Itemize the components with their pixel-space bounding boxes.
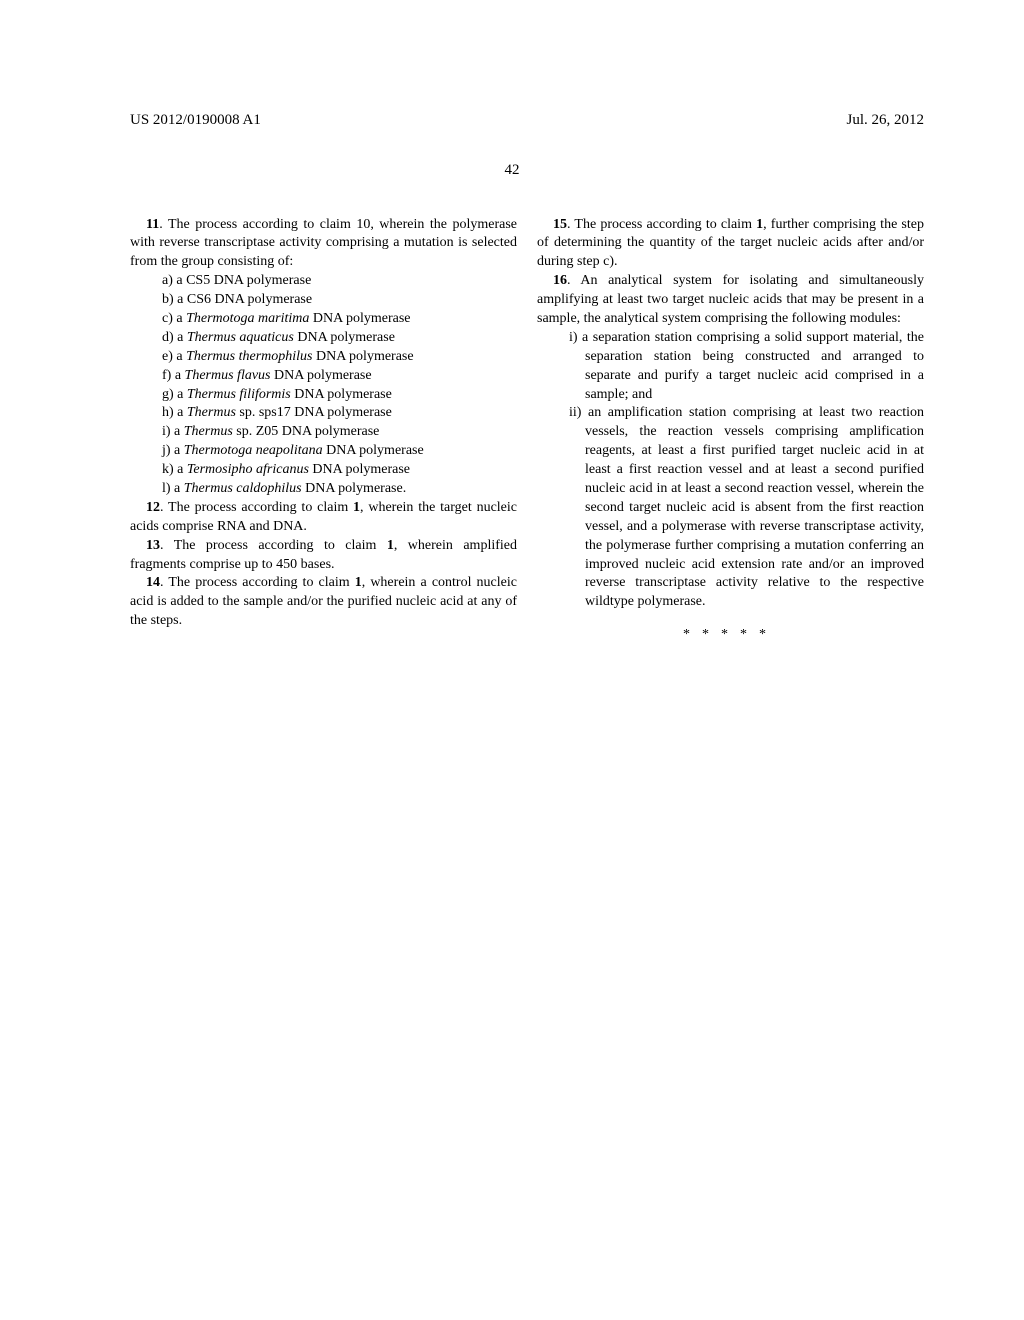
page-number: 42 [0, 160, 1024, 180]
claim-11-k: k) a Termosipho africanus DNA polymerase [130, 461, 517, 480]
content-area: 11. The process according to claim 10, w… [0, 181, 1024, 646]
doc-date: Jul. 26, 2012 [846, 110, 924, 130]
claim-11-b: b) a CS6 DNA polymerase [130, 291, 517, 310]
left-column: 11. The process according to claim 10, w… [130, 216, 517, 646]
claim-11-l: l) a Thermus caldophilus DNA polymerase. [130, 480, 517, 499]
claim-11-c: c) a Thermotoga maritima DNA polymerase [130, 310, 517, 329]
claim-11-d: d) a Thermus aquaticus DNA polymerase [130, 329, 517, 348]
claim-16-ii: ii) an amplification station comprising … [553, 404, 924, 612]
claim-11-a: a) a CS5 DNA polymerase [130, 272, 517, 291]
claim-14: 14. The process according to claim 1, wh… [130, 574, 517, 631]
claim-16: 16. An analytical system for isolating a… [537, 272, 924, 329]
claim-11-g: g) a Thermus filiformis DNA polymerase [130, 386, 517, 405]
end-stars: ***** [537, 626, 924, 645]
right-column: 15. The process according to claim 1, fu… [537, 216, 924, 646]
claim-13: 13. The process according to claim 1, wh… [130, 537, 517, 575]
claim-15: 15. The process according to claim 1, fu… [537, 216, 924, 273]
claim-11-h: h) a Thermus sp. sps17 DNA polymerase [130, 404, 517, 423]
claim-11-e: e) a Thermus thermophilus DNA polymerase [130, 348, 517, 367]
claim-16-i: i) a separation station comprising a sol… [553, 329, 924, 405]
claim-11-text: . The process according to claim 10, whe… [130, 217, 517, 270]
claim-11-j: j) a Thermotoga neapolitana DNA polymera… [130, 442, 517, 461]
claim-11: 11. The process according to claim 10, w… [130, 216, 517, 273]
claim-11-i: i) a Thermus sp. Z05 DNA polymerase [130, 423, 517, 442]
doc-number: US 2012/0190008 A1 [130, 110, 261, 130]
claim-11-f: f) a Thermus flavus DNA polymerase [130, 367, 517, 386]
claim-16-intro: . An analytical system for isolating and… [537, 273, 924, 326]
claim-12: 12. The process according to claim 1, wh… [130, 499, 517, 537]
